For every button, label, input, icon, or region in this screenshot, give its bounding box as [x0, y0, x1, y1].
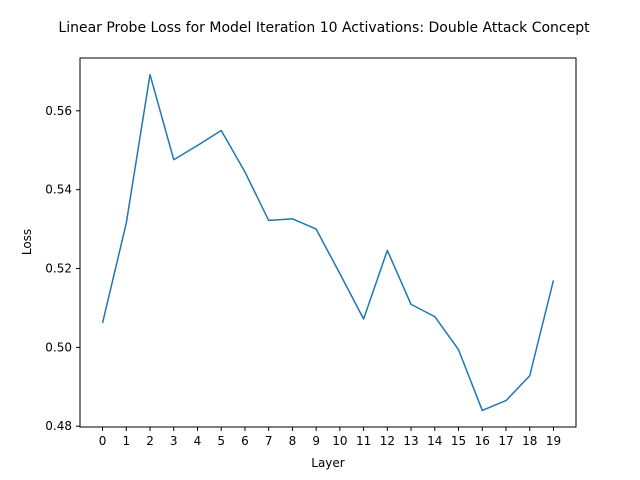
x-tick-label: 19 [546, 434, 561, 448]
x-tick-label: 4 [194, 434, 202, 448]
y-tick-label: 0.50 [45, 340, 72, 354]
x-tick-label: 12 [380, 434, 395, 448]
y-tick-label: 0.54 [45, 183, 72, 197]
x-tick-label: 3 [170, 434, 178, 448]
x-tick-label: 2 [146, 434, 154, 448]
y-tick-label: 0.52 [45, 262, 72, 276]
x-tick-label: 8 [289, 434, 297, 448]
x-tick-label: 14 [427, 434, 442, 448]
x-axis-label: Layer [311, 456, 345, 470]
x-tick-label: 15 [451, 434, 466, 448]
x-axis-ticks: 0 1 2 3 4 5 6 7 8 9 10 11 12 13 14 15 16 17 18 19 [99, 427, 561, 448]
x-tick-label: 17 [498, 434, 513, 448]
x-tick-label: 9 [312, 434, 320, 448]
x-tick-label: 10 [332, 434, 347, 448]
y-axis-ticks: 0.48 0.50 0.52 0.54 0.56 [45, 104, 80, 433]
x-tick-label: 13 [403, 434, 418, 448]
chart-title: Linear Probe Loss for Model Iteration 10… [58, 20, 590, 36]
series-layer [101, 73, 555, 412]
x-tick-label: 7 [265, 434, 273, 448]
x-tick-label: 1 [122, 434, 130, 448]
y-axis-label: Loss [20, 229, 34, 255]
series-line [101, 73, 555, 412]
plot-area-frame [79, 57, 577, 428]
y-tick-label: 0.48 [45, 419, 72, 433]
x-tick-label: 0 [99, 434, 107, 448]
x-tick-label: 18 [522, 434, 537, 448]
x-tick-label: 5 [217, 434, 225, 448]
x-tick-label: 11 [356, 434, 371, 448]
x-tick-label: 6 [241, 434, 249, 448]
x-tick-label: 16 [475, 434, 490, 448]
y-tick-label: 0.56 [45, 104, 72, 118]
